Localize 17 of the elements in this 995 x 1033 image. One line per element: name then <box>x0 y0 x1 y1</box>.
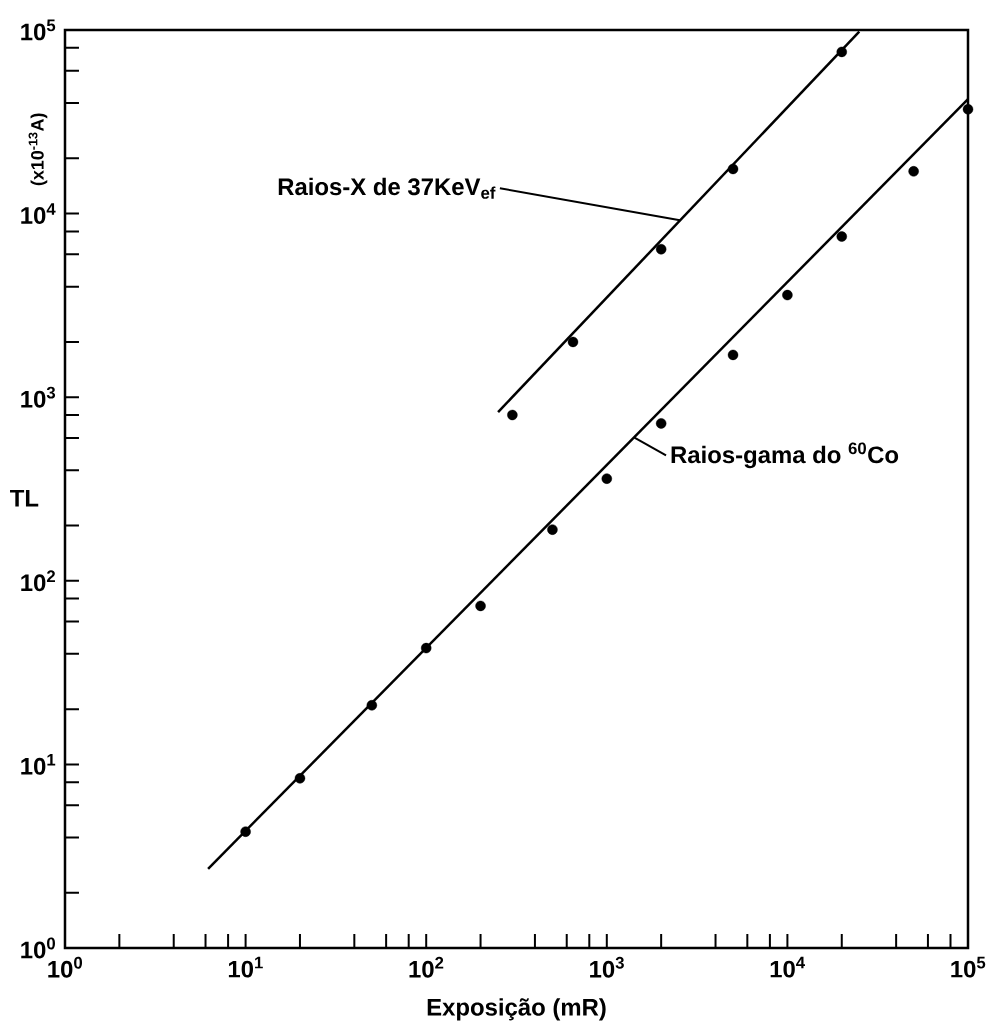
annotation: Raios-gama do $^{60}$Co <box>671 442 899 469</box>
y-axis-title: TL <box>10 489 39 507</box>
y-tick-label: 10$^{0}$ <box>21 937 56 959</box>
x-tick-label: 10$^{1}$ <box>228 956 263 978</box>
annotation: Raios-X de 37KeV$_{ef}$ <box>278 177 496 199</box>
x-tick-label: 10$^{4}$ <box>770 956 806 978</box>
x-tick-label: 10$^{3}$ <box>590 956 624 978</box>
x-tick-label: 10$^{2}$ <box>409 956 444 978</box>
y-tick-label: 10$^{2}$ <box>21 570 56 592</box>
y-tick-label: 10$^{1}$ <box>21 754 56 775</box>
x-tick-label: 10$^{5}$ <box>951 956 986 978</box>
x-axis-title: Exposição (mR) <box>427 998 606 1021</box>
text: (x10$^{-13}$A) <box>28 113 48 186</box>
y-tick-label: 10$^{3}$ <box>21 386 56 408</box>
y-tick-label: 10$^{4}$ <box>21 203 56 224</box>
x-tick-label: 10$^{0}$ <box>48 956 83 978</box>
y-tick-label: 10$^{5}$ <box>21 19 56 41</box>
